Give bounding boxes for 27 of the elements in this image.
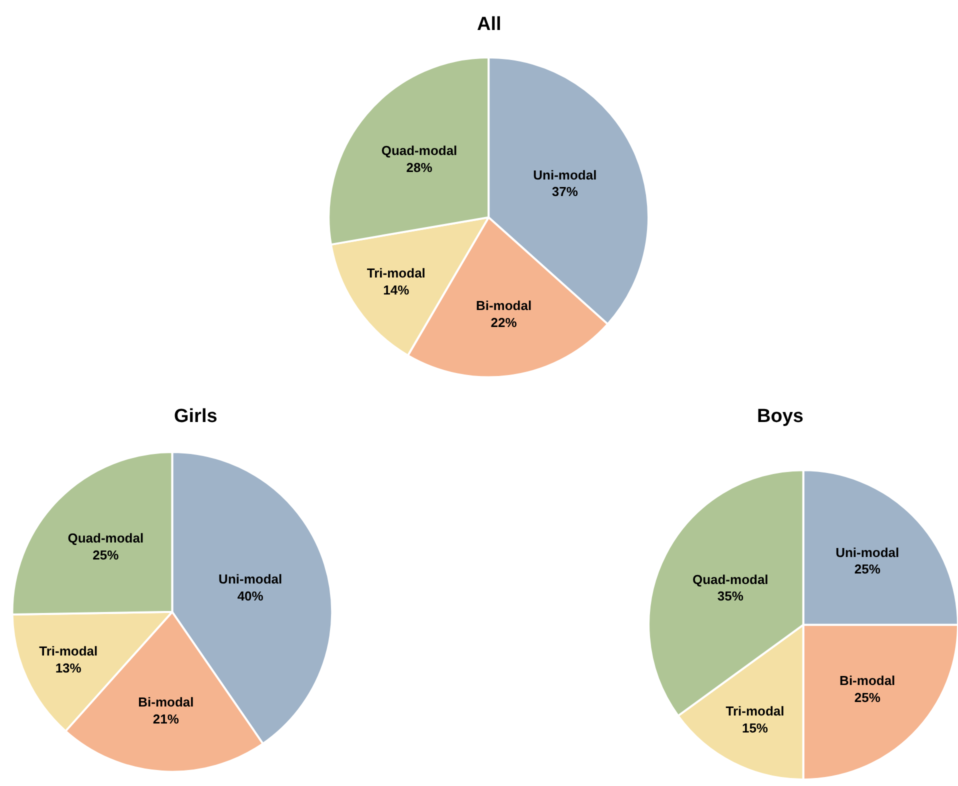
data-label: 25% xyxy=(854,562,881,577)
data-label: 37% xyxy=(552,184,578,200)
data-label: 22% xyxy=(490,315,518,330)
data-label: 28% xyxy=(406,160,433,175)
slice-label: Quad-modal xyxy=(68,530,144,546)
slice-label: Tri-modal xyxy=(39,643,98,658)
data-label: 25% xyxy=(854,690,881,705)
slice-label: Quad-modal xyxy=(381,143,458,158)
chart-title: All xyxy=(477,14,502,35)
slice-label: Uni-modal xyxy=(836,544,900,560)
data-label: 40% xyxy=(237,588,264,604)
slice-label: Uni-modal xyxy=(218,572,282,587)
chart-title: Boys xyxy=(757,406,804,427)
slice-label: Quad-modal xyxy=(692,572,768,587)
data-label: 13% xyxy=(55,660,82,676)
data-label: 25% xyxy=(92,547,120,562)
data-label: 14% xyxy=(383,282,410,298)
slice-label: Bi-modal xyxy=(138,694,194,710)
chart-title: Girls xyxy=(174,406,218,427)
slice-label: Uni-modal xyxy=(533,167,597,182)
data-label: 15% xyxy=(742,720,768,736)
slice-label: Tri-modal xyxy=(726,704,784,719)
data-label: 35% xyxy=(717,588,744,604)
slice-label: Bi-modal xyxy=(476,298,532,314)
slice-label: Tri-modal xyxy=(366,266,426,281)
data-label: 21% xyxy=(152,712,180,726)
slice-label: Bi-modal xyxy=(840,673,896,688)
